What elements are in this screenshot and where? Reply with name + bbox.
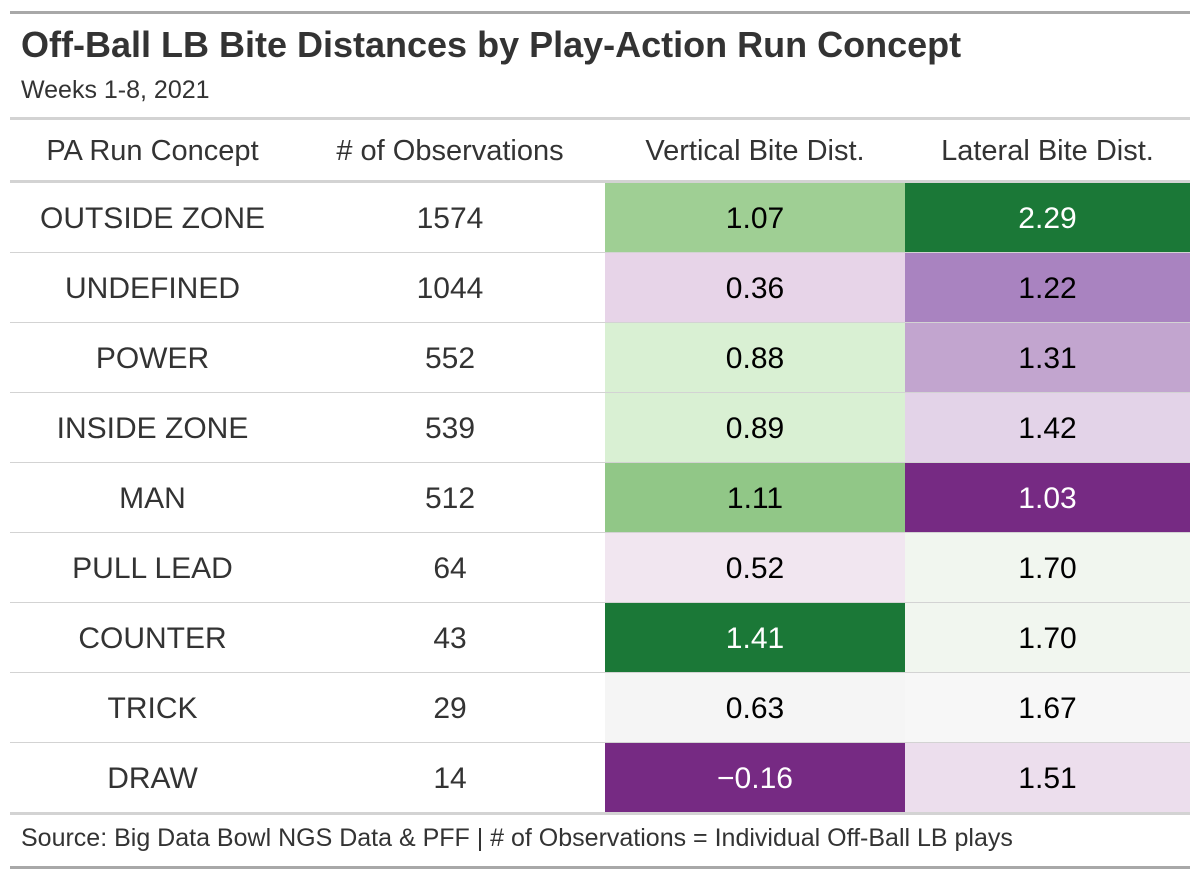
concept-cell: MAN xyxy=(119,482,186,515)
lateral-bite-cell: 1.31 xyxy=(905,323,1190,392)
column-header-vertical-bite: Vertical Bite Dist. xyxy=(645,135,865,167)
observations-cell: 64 xyxy=(433,552,467,585)
header-top-rule xyxy=(10,117,1190,120)
vertical-bite-cell: 1.41 xyxy=(605,603,905,672)
observations-cell: 14 xyxy=(433,762,467,795)
observations-cell: 43 xyxy=(433,622,467,655)
concept-cell: TRICK xyxy=(107,692,198,725)
column-header-concept: PA Run Concept xyxy=(46,135,259,167)
vertical-bite-cell: 1.11 xyxy=(605,463,905,532)
table-row: UNDEFINED 1044 0.36 1.22 xyxy=(10,253,1190,323)
vertical-bite-cell: 0.89 xyxy=(605,393,905,462)
vertical-bite-cell: 0.63 xyxy=(605,673,905,742)
lateral-bite-cell: 1.03 xyxy=(905,463,1190,532)
observations-cell: 539 xyxy=(424,412,476,445)
concept-cell: OUTSIDE ZONE xyxy=(39,202,265,235)
table-row: INSIDE ZONE 539 0.89 1.42 xyxy=(10,393,1190,463)
header-bottom-rule xyxy=(10,180,1190,183)
table-row: POWER 552 0.88 1.31 xyxy=(10,323,1190,393)
observations-cell: 512 xyxy=(424,482,476,515)
end-rule xyxy=(10,866,1190,869)
table-row: DRAW 14 −0.16 1.51 xyxy=(10,743,1190,813)
table-row: PULL LEAD 64 0.52 1.70 xyxy=(10,533,1190,603)
table-bottom-rule xyxy=(10,812,1190,815)
table-row: COUNTER 43 1.41 1.70 xyxy=(10,603,1190,673)
concept-cell: UNDEFINED xyxy=(64,272,240,305)
lateral-bite-cell: 1.22 xyxy=(905,253,1190,322)
concept-cell: COUNTER xyxy=(78,622,227,655)
table-subtitle: Weeks 1-8, 2021 xyxy=(21,76,210,104)
lateral-bite-cell: 1.42 xyxy=(905,393,1190,462)
table-row: OUTSIDE ZONE 1574 1.07 2.29 xyxy=(10,183,1190,253)
vertical-bite-cell: 0.52 xyxy=(605,533,905,602)
concept-cell: POWER xyxy=(95,342,210,375)
top-rule xyxy=(10,11,1190,14)
table-row: TRICK 29 0.63 1.67 xyxy=(10,673,1190,743)
vertical-bite-cell: 0.36 xyxy=(605,253,905,322)
vertical-bite-cell: −0.16 xyxy=(605,743,905,813)
concept-cell: DRAW xyxy=(107,762,198,795)
observations-cell: 552 xyxy=(424,342,476,375)
column-header-lateral-bite: Lateral Bite Dist. xyxy=(941,135,1154,167)
concept-cell: PULL LEAD xyxy=(72,552,233,585)
vertical-bite-cell: 1.07 xyxy=(605,183,905,252)
vertical-bite-cell: 0.88 xyxy=(605,323,905,392)
lateral-bite-cell: 2.29 xyxy=(905,183,1190,252)
table-row: MAN 512 1.11 1.03 xyxy=(10,463,1190,533)
observations-cell: 1044 xyxy=(416,272,484,305)
observations-cell: 29 xyxy=(433,692,467,725)
source-note: Source: Big Data Bowl NGS Data & PFF | #… xyxy=(21,824,1013,852)
concept-cell: INSIDE ZONE xyxy=(56,412,249,445)
lateral-bite-cell: 1.70 xyxy=(905,603,1190,672)
lateral-bite-cell: 1.67 xyxy=(905,673,1190,742)
table-title: Off-Ball LB Bite Distances by Play-Actio… xyxy=(21,24,962,65)
column-header-observations: # of Observations xyxy=(336,135,564,167)
table-frame: Off-Ball LB Bite Distances by Play-Actio… xyxy=(10,0,1190,878)
lateral-bite-cell: 1.51 xyxy=(905,743,1190,813)
table-body: OUTSIDE ZONE 1574 1.07 2.29 UNDEFINED 1044 0.3… xyxy=(10,183,1190,813)
lateral-bite-cell: 1.70 xyxy=(905,533,1190,602)
observations-cell: 1574 xyxy=(416,202,484,235)
